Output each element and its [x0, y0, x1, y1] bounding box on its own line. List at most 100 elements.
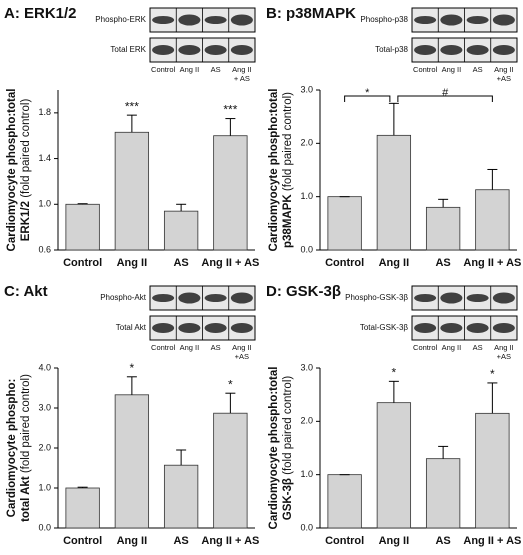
- bar: [163, 464, 199, 529]
- x-tick-label: AS: [435, 257, 450, 269]
- blot-band: [492, 45, 515, 55]
- lane-label: AS: [211, 343, 221, 352]
- blot-band: [152, 323, 175, 333]
- blot-band: [178, 14, 201, 26]
- lane-label: Ang II: [232, 65, 252, 74]
- x-tick-label: Ang II + AS: [201, 535, 259, 547]
- y-axis-label: p38MAPK (fold paired control): [282, 92, 294, 248]
- x-tick-label: Ang II + AS: [463, 535, 521, 547]
- y-axis-label-note: (fold paired control): [282, 376, 294, 475]
- y-axis-label: GSK-3β (fold paired control): [282, 376, 294, 521]
- blot-row-label: Phospho-ERK: [95, 15, 146, 24]
- blot-band: [440, 45, 463, 55]
- lane-label: +AS: [235, 352, 249, 361]
- x-tick-label: Ang II + AS: [463, 257, 521, 269]
- x-tick-label: Control: [325, 257, 364, 269]
- lane-label: AS: [211, 65, 221, 74]
- y-axis-label: ERK1/2 (fold paired control): [20, 99, 32, 242]
- blot-band: [466, 294, 489, 302]
- y-axis-label-line: Cardiomyocyte phospho:total: [268, 89, 280, 252]
- y-axis-label-note: (fold paired control): [20, 374, 32, 473]
- panel-title: D: GSK-3β: [266, 283, 341, 300]
- x-tick-label: Ang II: [117, 257, 148, 269]
- significance: ***: [125, 99, 139, 113]
- blot-band: [440, 323, 463, 333]
- y-axis-label: Cardiomyocyte phospho:total: [268, 89, 280, 252]
- x-tick-label: AS: [435, 535, 450, 547]
- blot-band: [492, 292, 515, 304]
- lane-label: AS: [473, 343, 483, 352]
- y-tick-label: 0.0: [300, 244, 313, 254]
- blot-row-label: Phospho-Akt: [100, 293, 147, 302]
- blot-row-label: Phospho-p38: [360, 15, 408, 24]
- lane-label: +AS: [497, 352, 511, 361]
- bar: [114, 131, 150, 251]
- blot-row-label: Total ERK: [110, 45, 146, 54]
- blot-band: [230, 292, 253, 304]
- blot-band: [414, 323, 437, 333]
- blot-band: [152, 294, 175, 302]
- y-tick-label: 2.0: [300, 138, 313, 148]
- significance: ***: [223, 103, 237, 117]
- y-axis-label-note: (fold paired control): [282, 92, 294, 191]
- blot-band: [414, 16, 437, 24]
- y-tick-label: 1.0: [300, 469, 313, 479]
- bracket-label: #: [442, 87, 449, 99]
- blot-band: [204, 45, 227, 55]
- y-tick-label: 0.6: [38, 244, 51, 254]
- lane-label: Ang II: [180, 65, 200, 74]
- bar: [376, 402, 412, 529]
- x-tick-label: Ang II: [117, 535, 148, 547]
- y-axis-label-line: Cardiomyocyte phospho:total: [6, 89, 18, 252]
- blot-band: [440, 292, 463, 304]
- x-tick-label: Control: [325, 535, 364, 547]
- y-axis-label: Cardiomyocyte phospho:total: [268, 367, 280, 530]
- bar: [163, 210, 199, 251]
- bar: [425, 458, 461, 529]
- bar: [376, 134, 412, 251]
- blot-band: [466, 323, 489, 333]
- y-axis-label-line: ERK1/2: [20, 201, 32, 241]
- y-tick-label: 3.0: [300, 362, 313, 372]
- lane-label: Control: [413, 65, 438, 74]
- lane-label: Ang II: [232, 343, 252, 352]
- blot-band: [178, 323, 201, 333]
- x-tick-label: AS: [173, 535, 188, 547]
- blot-band: [440, 14, 463, 26]
- x-tick-label: Control: [63, 257, 102, 269]
- y-tick-label: 3.0: [38, 402, 51, 412]
- bar: [327, 474, 362, 529]
- lane-label: Control: [151, 65, 176, 74]
- significance: *: [490, 367, 495, 381]
- y-tick-label: 2.0: [38, 442, 51, 452]
- y-tick-label: 1.0: [38, 482, 51, 492]
- significance: *: [228, 377, 233, 391]
- y-axis-label: Cardiomyocyte phospho:total: [6, 89, 18, 252]
- y-tick-label: 3.0: [300, 84, 313, 94]
- lane-label: Ang II: [494, 343, 514, 352]
- x-tick-label: AS: [173, 257, 188, 269]
- blot-band: [414, 45, 437, 55]
- lane-label: Ang II: [494, 65, 514, 74]
- panel-title: B: p38MAPK: [266, 5, 356, 22]
- y-tick-label: 1.4: [38, 153, 51, 163]
- blot-band: [492, 323, 515, 333]
- x-tick-label: Ang II + AS: [201, 257, 259, 269]
- bar: [475, 412, 510, 529]
- y-tick-label: 1.0: [38, 199, 51, 209]
- bar: [475, 189, 510, 251]
- blot-band: [466, 16, 489, 24]
- significance: *: [392, 366, 397, 380]
- blot-row-label: Total Akt: [116, 323, 147, 332]
- y-axis-label: total Akt (fold paired control): [20, 374, 32, 522]
- y-tick-label: 2.0: [300, 416, 313, 426]
- blot-row-label: Total-p38: [375, 45, 408, 54]
- y-tick-label: 1.8: [38, 107, 51, 117]
- lane-label: +AS: [497, 74, 511, 83]
- lane-label: Control: [413, 343, 438, 352]
- x-tick-label: Ang II: [379, 535, 410, 547]
- y-axis-label-line: Cardiomyocyte phospho:total: [268, 367, 280, 530]
- bracket-label: *: [365, 87, 370, 99]
- blot-band: [152, 16, 175, 24]
- lane-label: Control: [151, 343, 176, 352]
